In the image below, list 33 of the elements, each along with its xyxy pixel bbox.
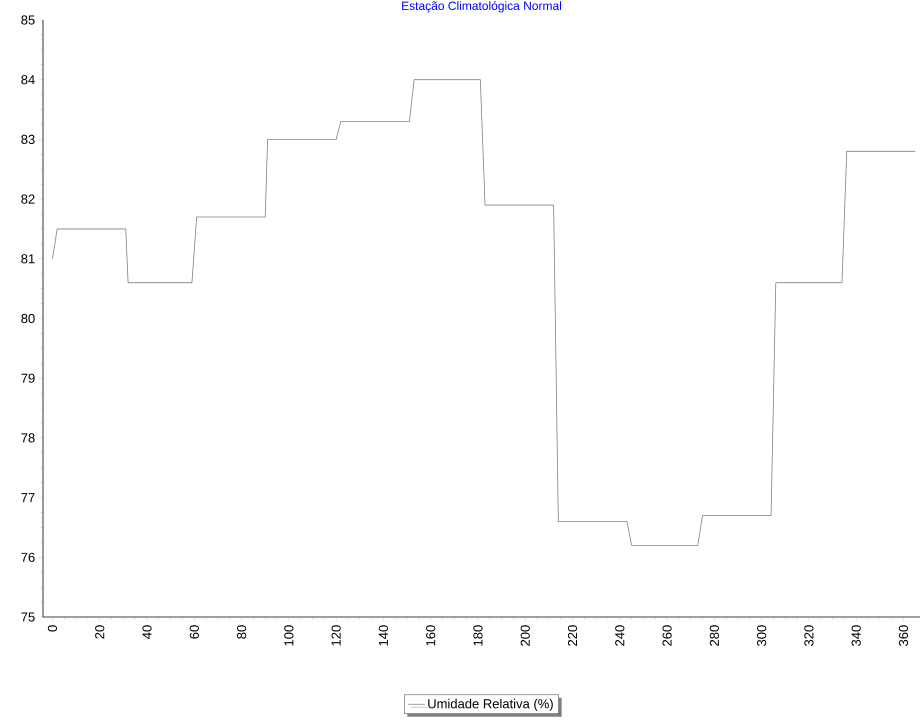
- x-tick-label: 360: [898, 625, 908, 646]
- x-tick-label: 160: [426, 625, 436, 646]
- x-tick-label: 40: [142, 625, 152, 639]
- x-tick-label: 320: [804, 625, 814, 646]
- y-tick-label: 80: [21, 314, 35, 324]
- x-tick-label: 140: [378, 625, 388, 646]
- y-tick-label: 81: [21, 254, 35, 264]
- x-tick-label: 220: [568, 625, 578, 646]
- x-tick-label: 0: [48, 625, 58, 632]
- chart-title: Estação Climatológica Normal: [402, 1, 562, 12]
- x-tick-label: 60: [190, 625, 199, 639]
- x-tick-label: 100: [284, 625, 294, 646]
- y-tick-label: 82: [21, 194, 35, 204]
- line-series: [52, 79, 916, 546]
- y-tick-label: 75: [21, 612, 35, 622]
- y-tick-label: 79: [21, 374, 35, 383]
- y-tick-label: 76: [21, 552, 35, 562]
- x-tick-label: 20: [95, 625, 104, 639]
- legend-label: Umidade Relativa (%): [428, 698, 553, 711]
- x-tick-label: 200: [520, 625, 530, 646]
- y-tick-label: 83: [21, 134, 35, 144]
- x-tick-label: 300: [757, 625, 766, 646]
- x-tick-label: 280: [710, 625, 719, 646]
- x-tick-label: 240: [615, 625, 624, 646]
- x-tick-label: 340: [852, 625, 861, 646]
- x-tick-label: 120: [332, 625, 341, 646]
- x-tick-label: 80: [236, 625, 246, 639]
- y-tick-label: 85: [21, 15, 35, 25]
- y-tick-label: 77: [21, 493, 35, 502]
- y-tick-label: 78: [21, 433, 35, 442]
- y-tick-label: 84: [21, 75, 35, 84]
- x-tick-label: 180: [473, 625, 483, 646]
- x-tick-label: 260: [662, 625, 672, 646]
